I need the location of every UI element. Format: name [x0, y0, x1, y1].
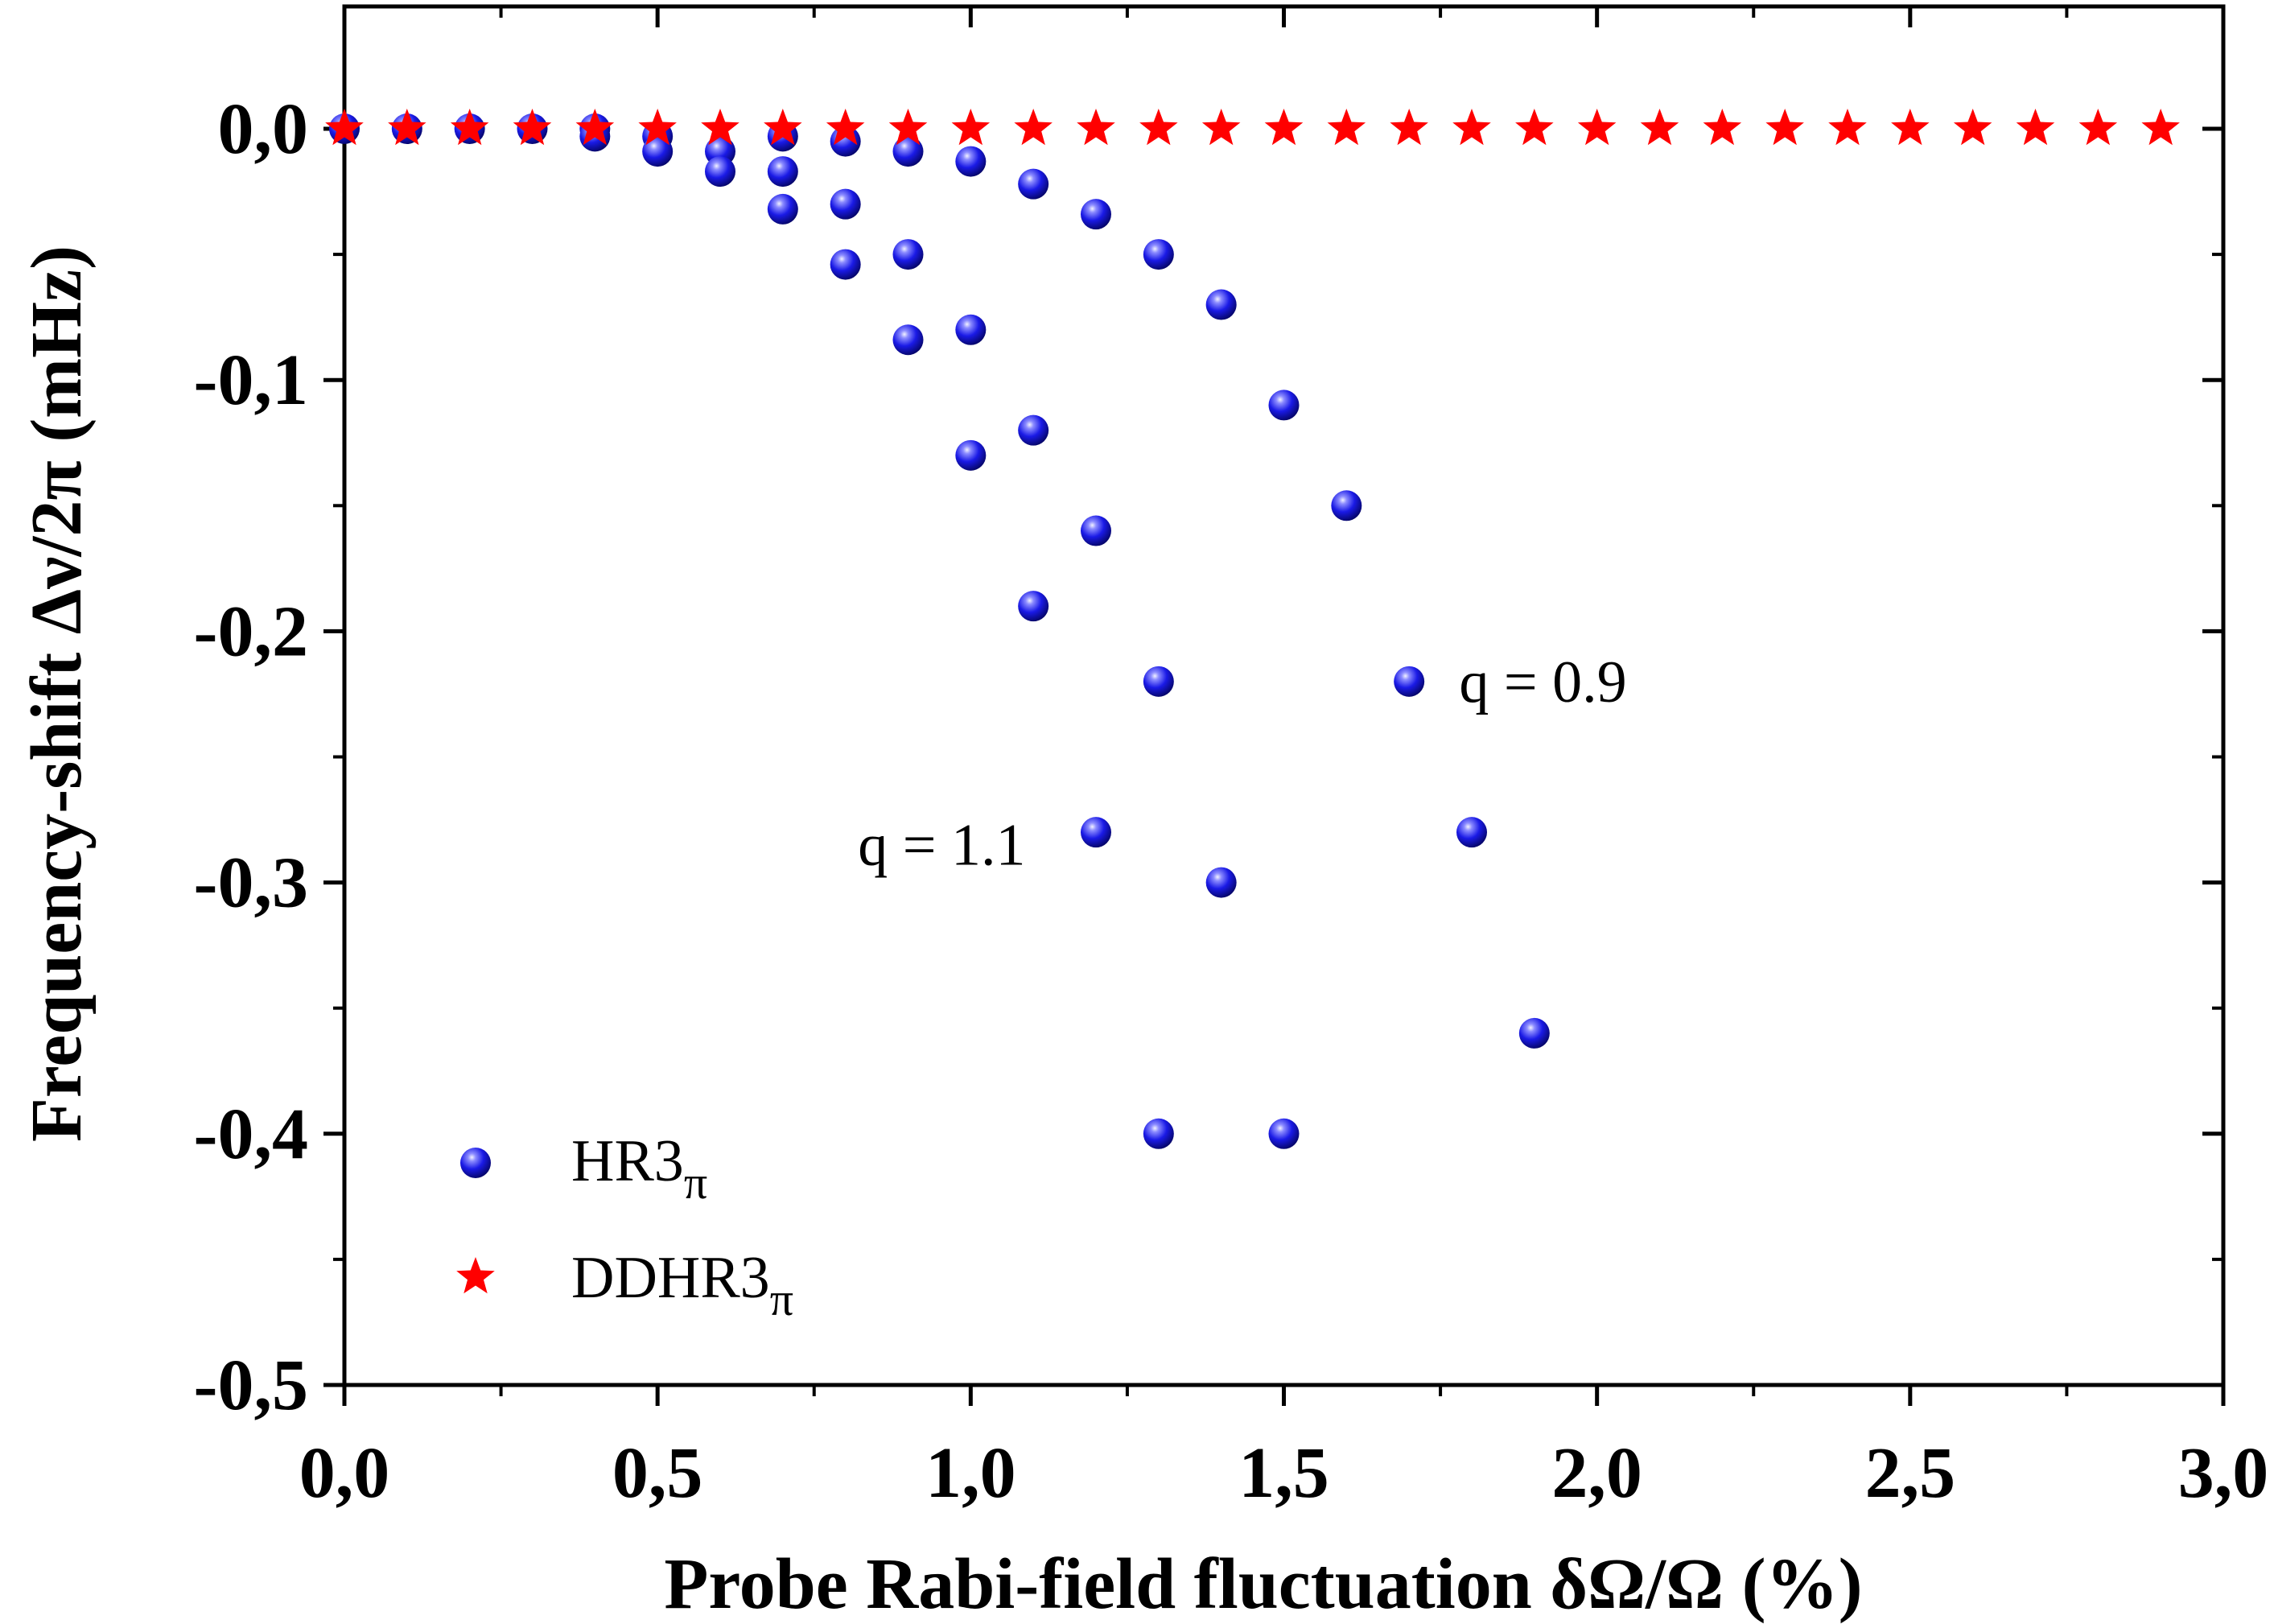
ddhr3-point [325, 109, 364, 146]
hr3-point [830, 249, 861, 280]
ddhr3-point [1953, 109, 1992, 146]
y-tick-label: -0,3 [194, 843, 308, 923]
x-tick-label: 2,0 [1551, 1433, 1642, 1513]
hr3-point [767, 193, 798, 225]
hr3-point [1394, 666, 1425, 697]
hr3-point [1081, 199, 1111, 230]
annotation-label: q = 1.1 [858, 813, 1025, 879]
ddhr3-point [1201, 109, 1241, 146]
ddhr3-point [951, 109, 991, 146]
hr3-point [1143, 239, 1174, 270]
ddhr3-point [2016, 109, 2055, 146]
ddhr3-point [513, 109, 552, 146]
ddhr3-point [575, 109, 615, 146]
ddhr3-point [638, 109, 677, 146]
x-tick-label: 1,0 [925, 1433, 1016, 1513]
hr3-point [1518, 1017, 1550, 1049]
x-axis-title: Probe Rabi-field fluctuation δΩ/Ω (%) [664, 1544, 1862, 1624]
hr3-point [1018, 591, 1049, 622]
ddhr3-point [1703, 109, 1742, 146]
ddhr3-point [1765, 109, 1804, 146]
chart-annotations: q = 0.9 q = 1.1 [858, 649, 1626, 879]
x-tick-label: 0,0 [299, 1433, 390, 1513]
hr3-point [1268, 1118, 1300, 1149]
ddhr3-point [1014, 109, 1053, 146]
axis-ticks [323, 6, 2226, 1406]
x-tick-label: 3,0 [2178, 1433, 2269, 1513]
hr3-point [1205, 289, 1237, 320]
hr3-point [830, 188, 861, 220]
ddhr3-point [1640, 109, 1679, 146]
legend-marker-hr3 [460, 1148, 491, 1178]
ddhr3-point [1577, 109, 1617, 146]
legend-label-hr3: HR3π [571, 1128, 707, 1209]
ddhr3-point [2141, 109, 2180, 146]
annotation-label: q = 0.9 [1459, 649, 1626, 715]
hr3-point [1143, 1118, 1174, 1149]
x-tick-label: 0,5 [612, 1433, 703, 1513]
hr3-point [955, 146, 987, 177]
data-marks [325, 109, 2180, 1149]
hr3-point [1018, 414, 1049, 446]
x-tick-label: 1,5 [1238, 1433, 1329, 1513]
hr3-point [1081, 817, 1111, 848]
y-axis-title: Frequency-shift Δν/2π (mHz) [17, 245, 97, 1142]
hr3-point [955, 439, 987, 471]
ddhr3-point [2078, 109, 2118, 146]
legend-marker-ddhr3 [456, 1257, 495, 1294]
ddhr3-point [1515, 109, 1554, 146]
ddhr3-point [1891, 109, 1930, 146]
ddhr3-point [1452, 109, 1491, 146]
hr3-point [705, 156, 735, 188]
ddhr3-point [388, 109, 426, 146]
ddhr3-point [701, 109, 739, 146]
x-tick-label: 2,5 [1865, 1433, 1956, 1513]
hr3-point [1456, 817, 1487, 848]
hr3-point [892, 136, 924, 167]
ddhr3-point [1828, 109, 1867, 146]
ddhr3-point [1264, 109, 1304, 146]
ddhr3-point [764, 109, 802, 146]
legend-star-icon [456, 1257, 495, 1294]
ddhr3-point [888, 109, 928, 146]
y-tick-label: -0,2 [194, 591, 308, 671]
y-tick-label: -0,1 [194, 340, 308, 420]
hr3-point [1268, 390, 1300, 421]
ddhr3-point [1077, 109, 1115, 146]
hr3-point [892, 239, 924, 270]
hr3-point [767, 156, 798, 188]
ddhr3-point [1327, 109, 1366, 146]
series-ddhr3 [325, 109, 2180, 146]
hr3-point [1331, 490, 1362, 521]
legend: HR3π DDHR3π [456, 1128, 793, 1325]
hr3-point [1018, 168, 1049, 200]
hr3-point [1081, 515, 1111, 546]
series-hr3 [329, 113, 1550, 1149]
legend-sphere-icon [460, 1148, 491, 1178]
y-tick-label: -0,4 [194, 1094, 308, 1174]
hr3-point [1205, 867, 1237, 898]
hr3-point [955, 314, 987, 345]
legend-label-ddhr3: DDHR3π [571, 1245, 793, 1325]
axis-tick-labels: 0,0 0,5 1,0 1,5 2,0 2,5 3,0 0,0 -0,1 -0,2 -0,3 -0,4… [194, 89, 2269, 1513]
hr3-point [642, 136, 674, 167]
y-tick-label: 0,0 [218, 89, 309, 169]
ddhr3-point [1139, 109, 1178, 146]
ddhr3-point [826, 109, 865, 146]
hr3-point [1143, 666, 1174, 697]
y-tick-label: -0,5 [194, 1346, 308, 1425]
ddhr3-point [1390, 109, 1428, 146]
ddhr3-point [450, 109, 489, 146]
hr3-point [892, 324, 924, 356]
